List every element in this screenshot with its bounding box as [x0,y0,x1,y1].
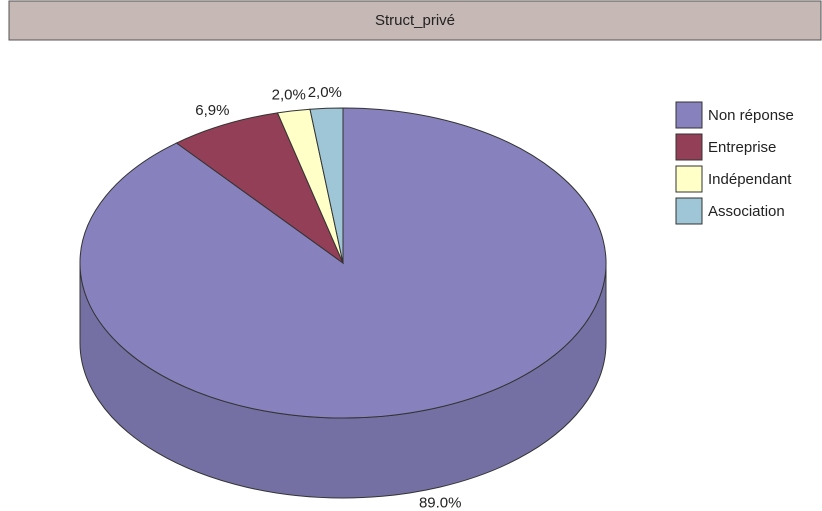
data-label: 6,9% [195,102,229,119]
data-label: 89.0% [419,495,462,511]
data-label: 2,0% [272,86,306,103]
legend-label: Non réponse [708,107,794,124]
pie-slice [309,107,344,264]
legend-swatch [675,197,703,225]
data-label: 2,0% [308,84,342,101]
legend-swatch [675,133,703,161]
title-bar [8,0,822,41]
legend-label: Association [708,203,785,220]
chart-title: Struct_privé [375,12,455,29]
legend-label: Indépendant [708,171,792,188]
legend-swatch [675,101,703,129]
legend-label: Entreprise [708,139,776,156]
pie-slice [175,112,345,265]
legend-swatch [675,165,703,193]
